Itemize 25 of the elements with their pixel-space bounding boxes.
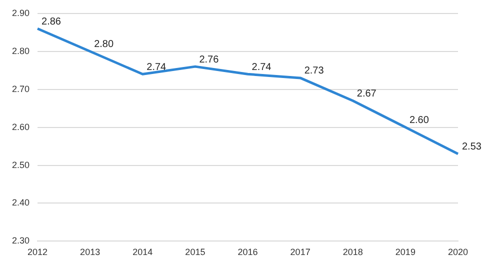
x-tick-label: 2013 — [80, 247, 100, 258]
y-tick-label: 2.80 — [12, 46, 30, 56]
x-tick-label: 2012 — [28, 247, 48, 258]
data-label: 2.80 — [94, 39, 114, 50]
x-tick-label: 2019 — [395, 247, 416, 258]
y-tick-label: 2.90 — [12, 8, 30, 18]
x-tick-label: 2018 — [342, 247, 363, 258]
data-label: 2.67 — [356, 88, 377, 100]
x-tick-label: 2014 — [132, 247, 153, 258]
data-label: 2.73 — [304, 66, 324, 77]
data-label: 2.74 — [146, 62, 167, 73]
x-tick-label: 2015 — [185, 247, 206, 258]
data-label: 2.86 — [42, 16, 62, 28]
y-tick-label: 2.60 — [12, 122, 30, 132]
x-tick-label: 2020 — [448, 247, 468, 258]
x-tick-label: 2016 — [238, 247, 258, 258]
data-label: 2.53 — [462, 142, 482, 153]
data-label: 2.74 — [252, 62, 272, 73]
y-tick-label: 2.50 — [12, 160, 30, 170]
y-tick-label: 2.30 — [12, 236, 30, 246]
x-tick-label: 2017 — [290, 247, 310, 258]
data-label: 2.60 — [409, 115, 430, 126]
y-tick-label: 2.70 — [12, 84, 30, 94]
y-tick-label: 2.40 — [12, 198, 30, 208]
data-label: 2.76 — [199, 54, 220, 66]
